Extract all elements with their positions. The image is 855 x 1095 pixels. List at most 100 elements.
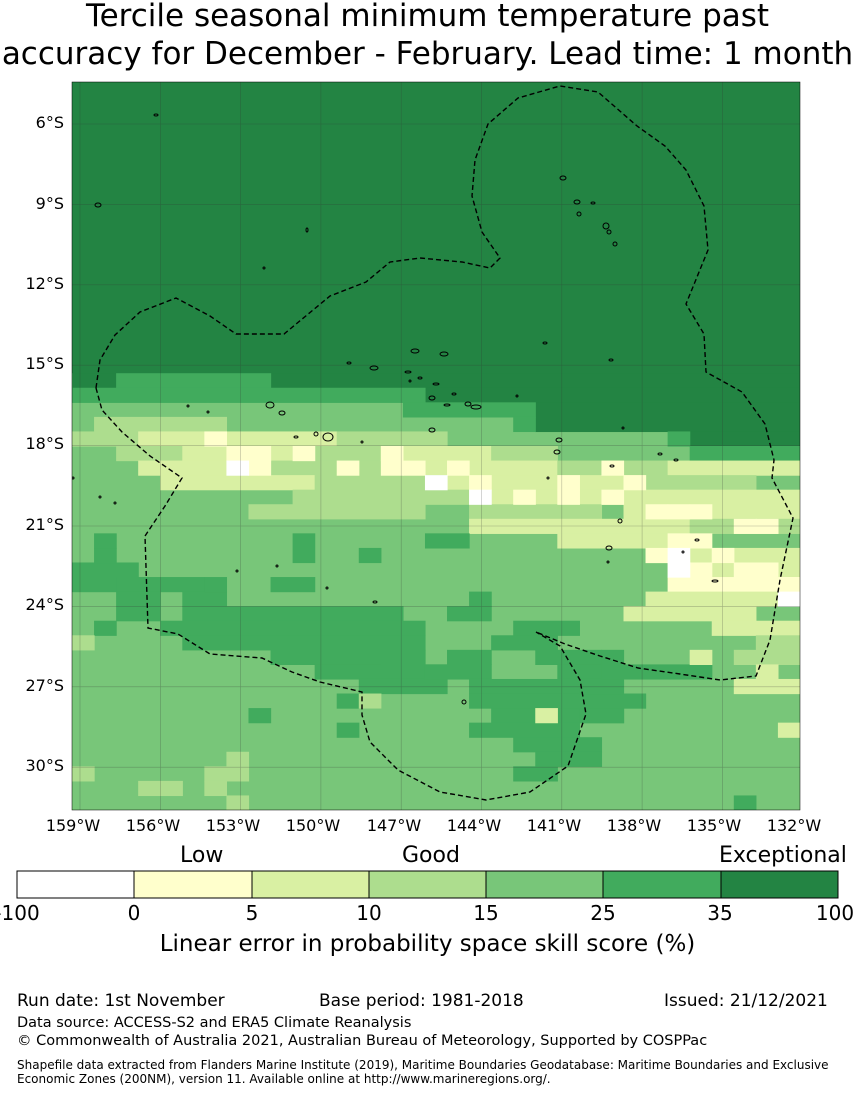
- skill-cell: [755, 562, 779, 578]
- skill-cell: [755, 664, 779, 680]
- skill-cell: [182, 591, 228, 607]
- skill-cell: [116, 373, 272, 389]
- skill-cell: [204, 766, 250, 782]
- skill-cell: [226, 446, 250, 462]
- skill-cell: [469, 722, 580, 738]
- island-outline: [681, 550, 685, 554]
- colorbar-swatch: [16, 870, 135, 899]
- skill-cell: [711, 620, 800, 636]
- skill-cell: [160, 620, 426, 636]
- base-period: Base period: 1981-2018: [319, 991, 524, 1011]
- skill-cell: [513, 489, 536, 505]
- skill-cell: [380, 460, 404, 476]
- lon-label-150w: 150°W: [285, 816, 341, 835]
- shapefile-credit: Shapefile data extracted from Flanders M…: [17, 1058, 829, 1086]
- island-outline: [206, 410, 210, 414]
- skill-cell: [601, 664, 713, 680]
- skill-cell: [755, 518, 779, 534]
- island-outline: [553, 449, 561, 455]
- skill-cell: [513, 416, 536, 433]
- skill-cell: [667, 562, 691, 578]
- skill-cell: [469, 678, 603, 695]
- island-outline: [605, 545, 613, 551]
- lat-label-6s: 6°S: [35, 113, 64, 132]
- colorbar-swatch: [368, 870, 487, 899]
- skill-cell: [667, 431, 691, 447]
- skill-cell: [733, 562, 757, 578]
- island-outline: [275, 564, 279, 568]
- skill-cell: [204, 577, 228, 593]
- lat-label-18s: 18°S: [25, 434, 64, 453]
- island-outline: [470, 404, 482, 410]
- skill-cell: [535, 751, 603, 767]
- island-outline: [608, 358, 614, 362]
- island-outline: [293, 435, 299, 439]
- skill-cell: [557, 533, 691, 549]
- colorbar-category-low: Low: [180, 843, 224, 868]
- skill-cell: [72, 431, 139, 447]
- island-outline: [360, 440, 364, 444]
- colorbar-tick-5: 5: [245, 901, 259, 925]
- skill-cell: [116, 591, 161, 622]
- map-title-line-1: Tercile seasonal minimum temperature pas…: [85, 0, 770, 34]
- skill-cell: [491, 635, 558, 651]
- island-outline: [559, 175, 567, 181]
- island-outline: [94, 202, 102, 208]
- skill-cell: [557, 664, 603, 680]
- colorbar-swatch: [251, 870, 370, 899]
- island-outline: [410, 348, 420, 354]
- skill-cell: [402, 402, 536, 418]
- skill-cell: [689, 533, 713, 549]
- skill-cell: [469, 489, 492, 505]
- island-outline: [515, 394, 519, 398]
- lon-label-147w: 147°W: [366, 816, 422, 835]
- skill-cell: [358, 678, 448, 695]
- island-outline: [546, 476, 550, 480]
- island-outline: [186, 404, 190, 408]
- island-outline: [711, 579, 719, 583]
- data-source: Data source: ACCESS-S2 and ERA5 Climate …: [17, 1015, 412, 1031]
- skill-cell: [579, 489, 800, 505]
- lon-label-132w: 132°W: [766, 816, 822, 835]
- skill-cell: [777, 591, 800, 607]
- skill-cell: [469, 518, 691, 534]
- skill-cell: [424, 533, 470, 549]
- skill-cell: [469, 693, 647, 709]
- skill-cell: [557, 475, 580, 491]
- island-outline: [673, 458, 679, 462]
- colorbar-tick-35: 35: [707, 901, 733, 925]
- skill-cell: [447, 460, 470, 476]
- lon-label-141w: 141°W: [526, 816, 582, 835]
- lon-label-144w: 144°W: [446, 816, 502, 835]
- island-outline: [609, 464, 615, 468]
- skill-cell: [358, 693, 382, 709]
- skill-cell: [447, 649, 492, 665]
- skill-cell: [623, 606, 757, 622]
- skill-cell: [248, 460, 272, 476]
- skill-cell: [226, 751, 250, 767]
- skill-cell: [601, 460, 625, 476]
- island-outline: [602, 222, 610, 230]
- island-outline: [72, 476, 75, 480]
- skill-cell: [226, 795, 250, 810]
- skill-cell: [513, 766, 558, 782]
- lon-label-156w: 156°W: [125, 816, 181, 835]
- colorbar-label: Linear error in probability space skill …: [159, 931, 696, 957]
- island-outline: [542, 341, 548, 345]
- island-outline: [408, 379, 412, 383]
- skill-cell: [667, 533, 691, 549]
- skill-cell: [72, 387, 426, 403]
- lat-label-9s: 9°S: [35, 194, 64, 213]
- skill-cell: [645, 591, 779, 607]
- skill-cell: [777, 722, 800, 738]
- island-outline: [606, 229, 612, 235]
- skill-cell: [402, 460, 426, 476]
- island-outline: [265, 401, 275, 409]
- skill-cell: [667, 460, 800, 476]
- skill-cell: [182, 635, 426, 651]
- skill-cell: [204, 431, 228, 447]
- skill-cell: [94, 620, 117, 636]
- island-outline: [443, 403, 451, 407]
- island-outline: [153, 113, 159, 117]
- skill-cell: [447, 606, 492, 622]
